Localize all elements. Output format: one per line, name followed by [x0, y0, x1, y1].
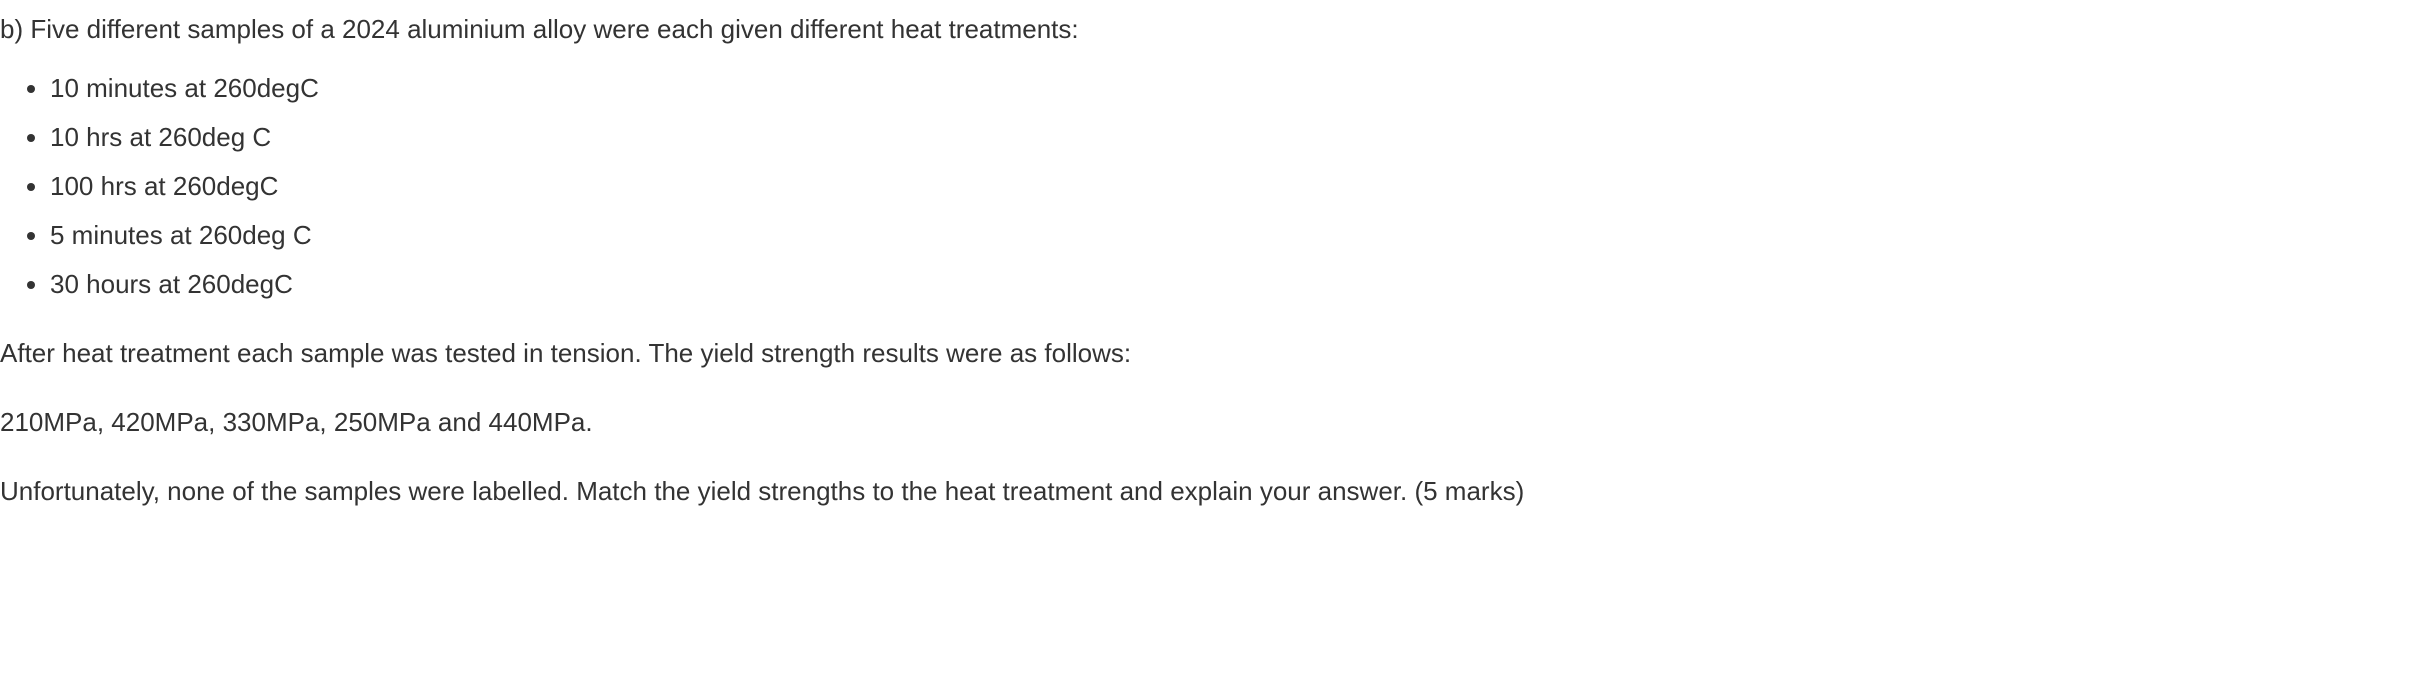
results-text: 210MPa, 420MPa, 330MPa, 250MPa and 440MP… — [0, 403, 2435, 442]
treatment-list: 10 minutes at 260degC 10 hrs at 260deg C… — [0, 69, 2435, 304]
list-item: 10 hrs at 260deg C — [50, 118, 2435, 157]
list-item: 10 minutes at 260degC — [50, 69, 2435, 108]
list-item: 30 hours at 260degC — [50, 265, 2435, 304]
question-intro: b) Five different samples of a 2024 alum… — [0, 10, 2435, 49]
list-item: 100 hrs at 260degC — [50, 167, 2435, 206]
task-text: Unfortunately, none of the samples were … — [0, 472, 2435, 511]
after-treatment-text: After heat treatment each sample was tes… — [0, 334, 2435, 373]
list-item: 5 minutes at 260deg C — [50, 216, 2435, 255]
